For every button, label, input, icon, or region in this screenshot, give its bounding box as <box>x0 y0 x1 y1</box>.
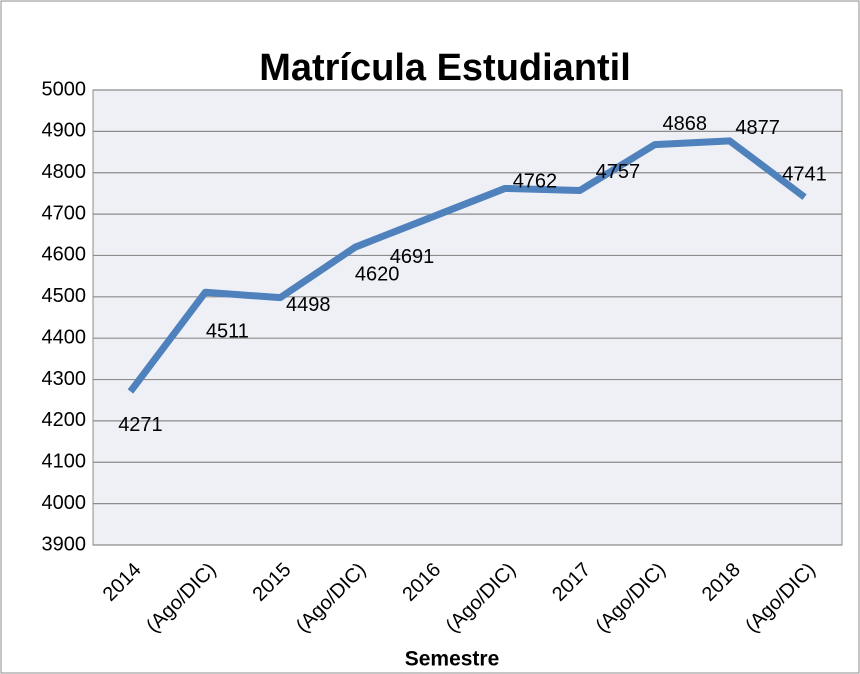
y-tick-label: 4100 <box>42 451 87 473</box>
data-label: 4511 <box>206 321 249 343</box>
x-axis-title: Semestre <box>405 648 500 671</box>
y-tick-label: 5000 <box>42 78 87 100</box>
data-line <box>127 137 807 394</box>
y-tick-label: 3900 <box>42 533 87 555</box>
y-tick-label: 4500 <box>42 285 87 307</box>
y-tick-label: 4900 <box>42 120 87 142</box>
data-label: 4757 <box>596 161 641 183</box>
y-tick-label: 4800 <box>42 161 87 183</box>
data-label: 4271 <box>118 414 163 436</box>
chart-title: Matrícula Estudiantil <box>259 47 631 89</box>
data-label: 4691 <box>390 246 435 268</box>
data-label: 4877 <box>735 117 780 139</box>
y-tick-label: 4300 <box>42 368 87 390</box>
y-tick-label: 4400 <box>42 326 87 348</box>
y-tick-label: 4000 <box>42 492 87 514</box>
y-tick-label: 4600 <box>42 244 87 266</box>
data-label: 4762 <box>513 171 558 193</box>
y-tick-label: 4200 <box>42 409 87 431</box>
y-tick-label: 4700 <box>42 202 87 224</box>
data-label: 4498 <box>286 294 331 316</box>
data-label: 4868 <box>663 113 708 135</box>
data-label: 4741 <box>782 163 827 185</box>
data-label: 4620 <box>355 263 400 285</box>
plot-area <box>92 89 843 546</box>
